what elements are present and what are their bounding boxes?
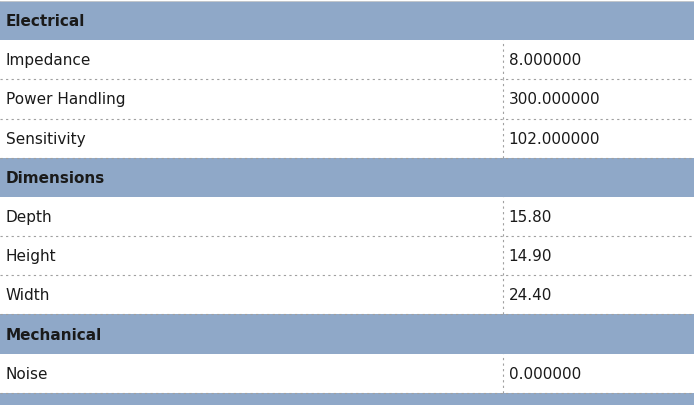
Bar bbox=[0, 354, 694, 393]
Bar bbox=[0, 198, 694, 237]
Bar bbox=[0, 41, 694, 80]
Text: 102.000000: 102.000000 bbox=[509, 131, 600, 146]
Text: 300.000000: 300.000000 bbox=[509, 92, 600, 107]
Text: Power Handling: Power Handling bbox=[6, 92, 125, 107]
Text: Noise: Noise bbox=[6, 366, 48, 381]
Bar bbox=[0, 119, 694, 158]
Text: Depth: Depth bbox=[6, 209, 52, 224]
Bar bbox=[0, 276, 694, 315]
Text: 0.000000: 0.000000 bbox=[509, 366, 581, 381]
Text: 14.90: 14.90 bbox=[509, 249, 552, 264]
Bar bbox=[0, 0, 694, 2]
Text: Sensitivity: Sensitivity bbox=[6, 131, 85, 146]
Text: Height: Height bbox=[6, 249, 56, 264]
Text: Dimensions: Dimensions bbox=[6, 171, 105, 185]
Text: Width: Width bbox=[6, 288, 50, 303]
Bar bbox=[0, 315, 694, 354]
Text: 8.000000: 8.000000 bbox=[509, 53, 581, 68]
Bar bbox=[0, 393, 694, 405]
Bar bbox=[0, 237, 694, 276]
Text: Mechanical: Mechanical bbox=[6, 327, 102, 342]
Bar bbox=[0, 80, 694, 119]
Text: Impedance: Impedance bbox=[6, 53, 91, 68]
Bar bbox=[0, 2, 694, 41]
Bar bbox=[0, 158, 694, 198]
Text: 15.80: 15.80 bbox=[509, 209, 552, 224]
Text: 24.40: 24.40 bbox=[509, 288, 552, 303]
Text: Electrical: Electrical bbox=[6, 14, 85, 29]
